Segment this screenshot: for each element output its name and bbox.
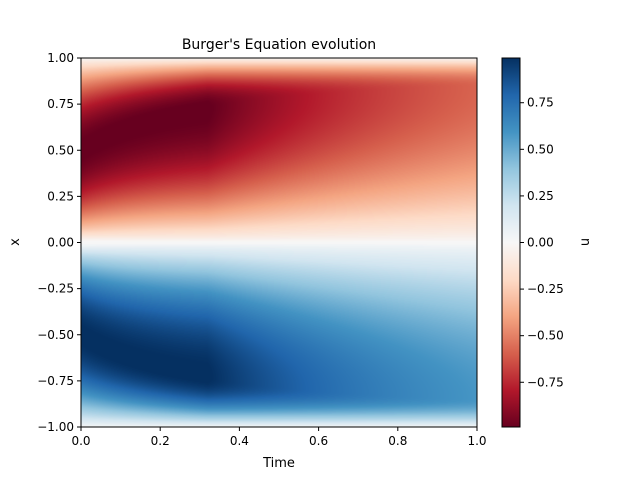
y-tick-label: 0.75	[47, 97, 74, 111]
y-tick-label: 0.25	[47, 189, 74, 203]
x-tick-label: 0.2	[151, 434, 170, 448]
x-tick-label: 0.6	[309, 434, 328, 448]
y-tick-label: 0.00	[47, 236, 74, 250]
x-axis: 0.0 0.2 0.4 0.6 0.8 1.0	[71, 427, 487, 448]
chart-title: Burger's Equation evolution	[182, 37, 376, 53]
colorbar-tick-label: 0.00	[527, 236, 554, 250]
colorbar-tick-label: −0.50	[527, 329, 564, 343]
colorbar-tick-label: −0.75	[527, 375, 564, 389]
x-tick-label: 0.4	[230, 434, 249, 448]
colorbar-tick-label: 0.25	[527, 189, 554, 203]
y-tick-label: 0.50	[47, 143, 74, 157]
colorbar-tick-label: 0.75	[527, 96, 554, 110]
colorbar-axis: 0.75 0.50 0.25 0.00 −0.25 −0.50 −0.75	[520, 96, 564, 389]
y-tick-label: −0.50	[37, 328, 74, 342]
y-tick-label: −1.00	[37, 420, 74, 434]
y-tick-label: −0.25	[37, 282, 74, 296]
y-tick-label: 1.00	[47, 51, 74, 65]
colorbar: 0.75 0.50 0.25 0.00 −0.25 −0.50 −0.75 u	[501, 57, 593, 428]
colorbar-label: u	[578, 238, 593, 246]
y-tick-label: −0.75	[37, 374, 74, 388]
x-tick-label: 0.8	[388, 434, 407, 448]
colorbar-gradient	[501, 57, 521, 428]
x-axis-label: Time	[262, 456, 295, 471]
y-axis-label: x	[8, 238, 23, 246]
colorbar-tick-label: 0.50	[527, 142, 554, 156]
x-tick-label: 1.0	[467, 434, 486, 448]
y-axis: 1.00 0.75 0.50 0.25 0.00 −0.25 −0.50 −0.75 −1.00	[37, 51, 81, 434]
x-tick-label: 0.0	[71, 434, 90, 448]
heatmap-canvas	[81, 58, 477, 427]
colorbar-tick-label: −0.25	[527, 282, 564, 296]
heatmap	[81, 58, 477, 427]
